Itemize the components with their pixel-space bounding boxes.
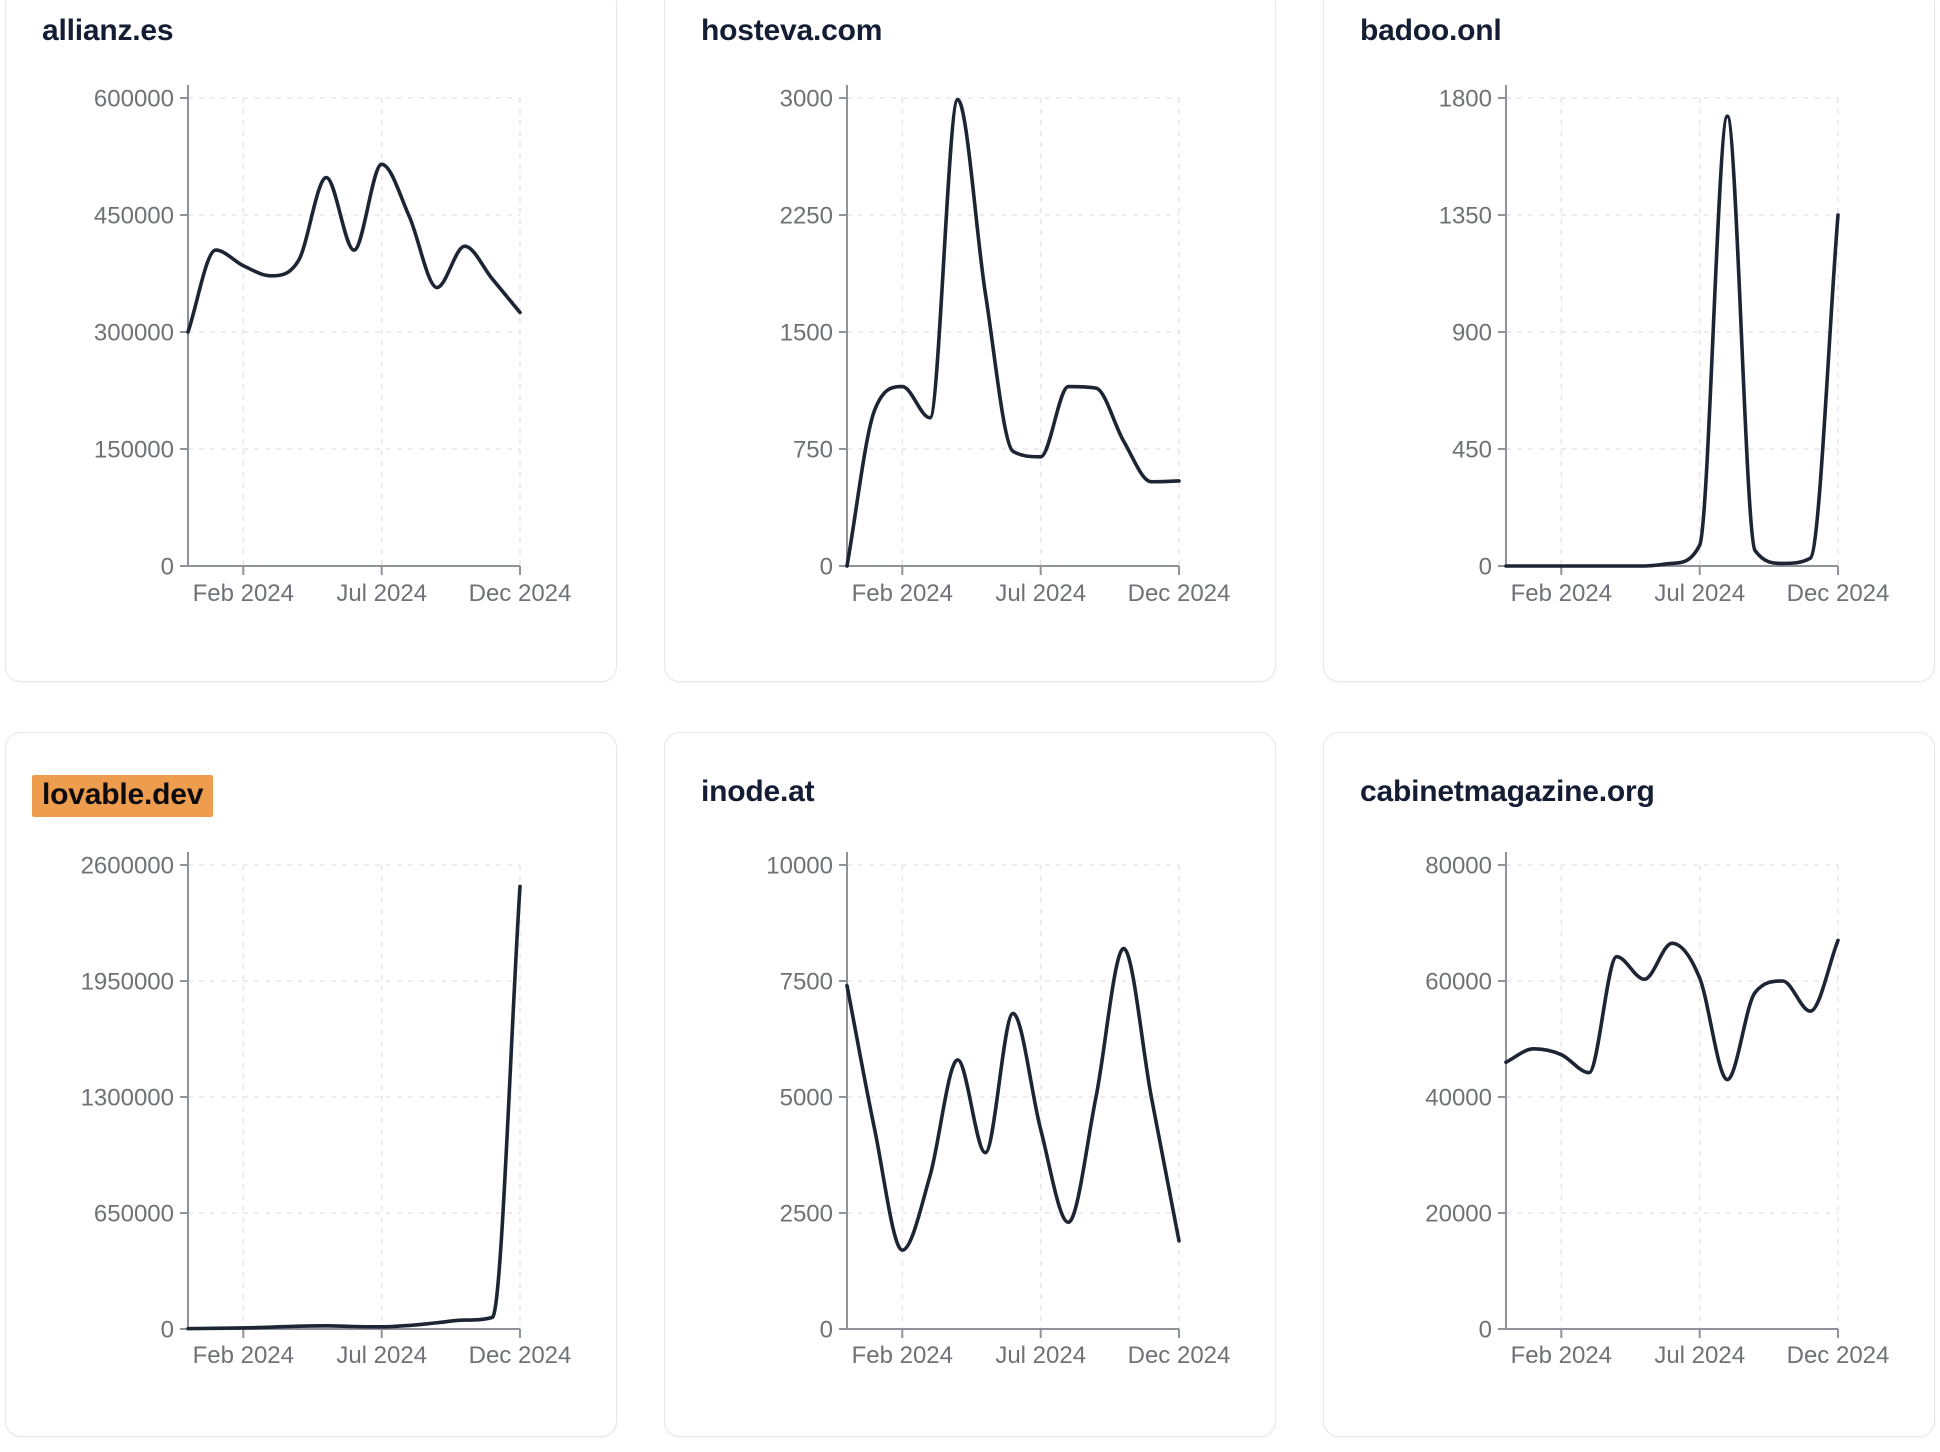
- chart-title-text: cabinetmagazine.org: [1360, 775, 1655, 808]
- svg-text:1350: 1350: [1439, 203, 1492, 230]
- chart-card-allianz-es: allianz.es 0 150000 300000 450000 600000 Feb …: [5, 0, 617, 682]
- svg-text:Jul 2024: Jul 2024: [336, 580, 427, 607]
- line-chart-inode-at: 0 2500 5000 7500 10000 Feb 2024 Jul 2024 Dec 20…: [766, 852, 1231, 1369]
- chart-title: hosteva.com: [665, 0, 1275, 48]
- svg-text:1950000: 1950000: [81, 969, 174, 996]
- svg-text:40000: 40000: [1425, 1085, 1492, 1112]
- chart-card-inode-at: inode.at 0 2500 5000 7500 10000 Feb 2024 Jul 2…: [664, 732, 1276, 1437]
- svg-text:2600000: 2600000: [81, 853, 174, 880]
- svg-text:650000: 650000: [94, 1201, 174, 1228]
- chart-title-text: hosteva.com: [701, 14, 883, 47]
- chart-title: badoo.onl: [1324, 0, 1934, 48]
- svg-text:600000: 600000: [94, 86, 174, 113]
- svg-text:2500: 2500: [780, 1201, 833, 1228]
- svg-text:Feb 2024: Feb 2024: [1511, 1342, 1612, 1369]
- chart-title-text: allianz.es: [42, 14, 174, 47]
- svg-text:Jul 2024: Jul 2024: [995, 1342, 1086, 1369]
- svg-text:0: 0: [820, 1317, 833, 1344]
- chart-title: inode.at: [665, 733, 1275, 809]
- svg-text:750: 750: [793, 437, 833, 464]
- line-chart-allianz-es: 0 150000 300000 450000 600000 Feb 2024 Jul 202…: [94, 85, 572, 607]
- svg-text:Feb 2024: Feb 2024: [193, 580, 294, 607]
- svg-text:Feb 2024: Feb 2024: [852, 580, 953, 607]
- svg-text:Dec 2024: Dec 2024: [1787, 1342, 1890, 1369]
- chart-card-lovable-dev: lovable.dev 0 650000 1300000 1950000 2600000…: [5, 732, 617, 1437]
- svg-text:900: 900: [1452, 320, 1492, 347]
- svg-text:Dec 2024: Dec 2024: [469, 1342, 572, 1369]
- svg-text:Feb 2024: Feb 2024: [1511, 580, 1612, 607]
- svg-text:1800: 1800: [1439, 86, 1492, 113]
- chart-card-badoo-onl: badoo.onl 0 450 900 1350 1800 Feb 2024 Jul 202…: [1323, 0, 1935, 682]
- svg-text:0: 0: [161, 1317, 174, 1344]
- svg-text:10000: 10000: [766, 853, 833, 880]
- chart-title: allianz.es: [6, 0, 616, 48]
- svg-text:Dec 2024: Dec 2024: [1128, 580, 1231, 607]
- line-chart-hosteva-com: 0 750 1500 2250 3000 Feb 2024 Jul 2024 Dec 2024: [780, 85, 1231, 607]
- svg-text:Dec 2024: Dec 2024: [469, 580, 572, 607]
- line-chart-badoo-onl: 0 450 900 1350 1800 Feb 2024 Jul 2024 Dec 2024: [1439, 85, 1890, 607]
- svg-text:450: 450: [1452, 437, 1492, 464]
- svg-text:80000: 80000: [1425, 853, 1492, 880]
- svg-text:150000: 150000: [94, 437, 174, 464]
- svg-text:0: 0: [820, 554, 833, 581]
- svg-text:Jul 2024: Jul 2024: [1654, 1342, 1745, 1369]
- svg-text:0: 0: [161, 554, 174, 581]
- svg-text:Dec 2024: Dec 2024: [1787, 580, 1890, 607]
- svg-text:Dec 2024: Dec 2024: [1128, 1342, 1231, 1369]
- svg-text:450000: 450000: [94, 203, 174, 230]
- svg-text:Jul 2024: Jul 2024: [336, 1342, 427, 1369]
- svg-text:0: 0: [1479, 554, 1492, 581]
- svg-text:60000: 60000: [1425, 969, 1492, 996]
- svg-text:2250: 2250: [780, 203, 833, 230]
- svg-text:7500: 7500: [780, 969, 833, 996]
- chart-title-text-highlighted: lovable.dev: [32, 775, 214, 817]
- line-chart-lovable-dev: 0 650000 1300000 1950000 2600000 Feb 2024 Jul …: [81, 852, 572, 1369]
- svg-text:Jul 2024: Jul 2024: [1654, 580, 1745, 607]
- chart-card-hosteva-com: hosteva.com 0 750 1500 2250 3000 Feb 2024 Jul …: [664, 0, 1276, 682]
- chart-title-text: badoo.onl: [1360, 14, 1502, 47]
- chart-card-cabinetmagazine-org: cabinetmagazine.org 0 20000 40000 60000 8000…: [1323, 732, 1935, 1437]
- svg-text:300000: 300000: [94, 320, 174, 347]
- chart-title-text: inode.at: [701, 775, 815, 808]
- svg-text:Jul 2024: Jul 2024: [995, 580, 1086, 607]
- svg-text:20000: 20000: [1425, 1201, 1492, 1228]
- chart-title: cabinetmagazine.org: [1324, 733, 1934, 809]
- svg-text:Feb 2024: Feb 2024: [193, 1342, 294, 1369]
- line-chart-cabinetmagazine-org: 0 20000 40000 60000 80000 Feb 2024 Jul 2024 Dec…: [1425, 852, 1890, 1369]
- svg-text:Feb 2024: Feb 2024: [852, 1342, 953, 1369]
- svg-text:0: 0: [1479, 1317, 1492, 1344]
- svg-text:1500: 1500: [780, 320, 833, 347]
- svg-text:5000: 5000: [780, 1085, 833, 1112]
- svg-text:3000: 3000: [780, 86, 833, 113]
- svg-text:1300000: 1300000: [81, 1085, 174, 1112]
- chart-title: lovable.dev: [6, 733, 616, 817]
